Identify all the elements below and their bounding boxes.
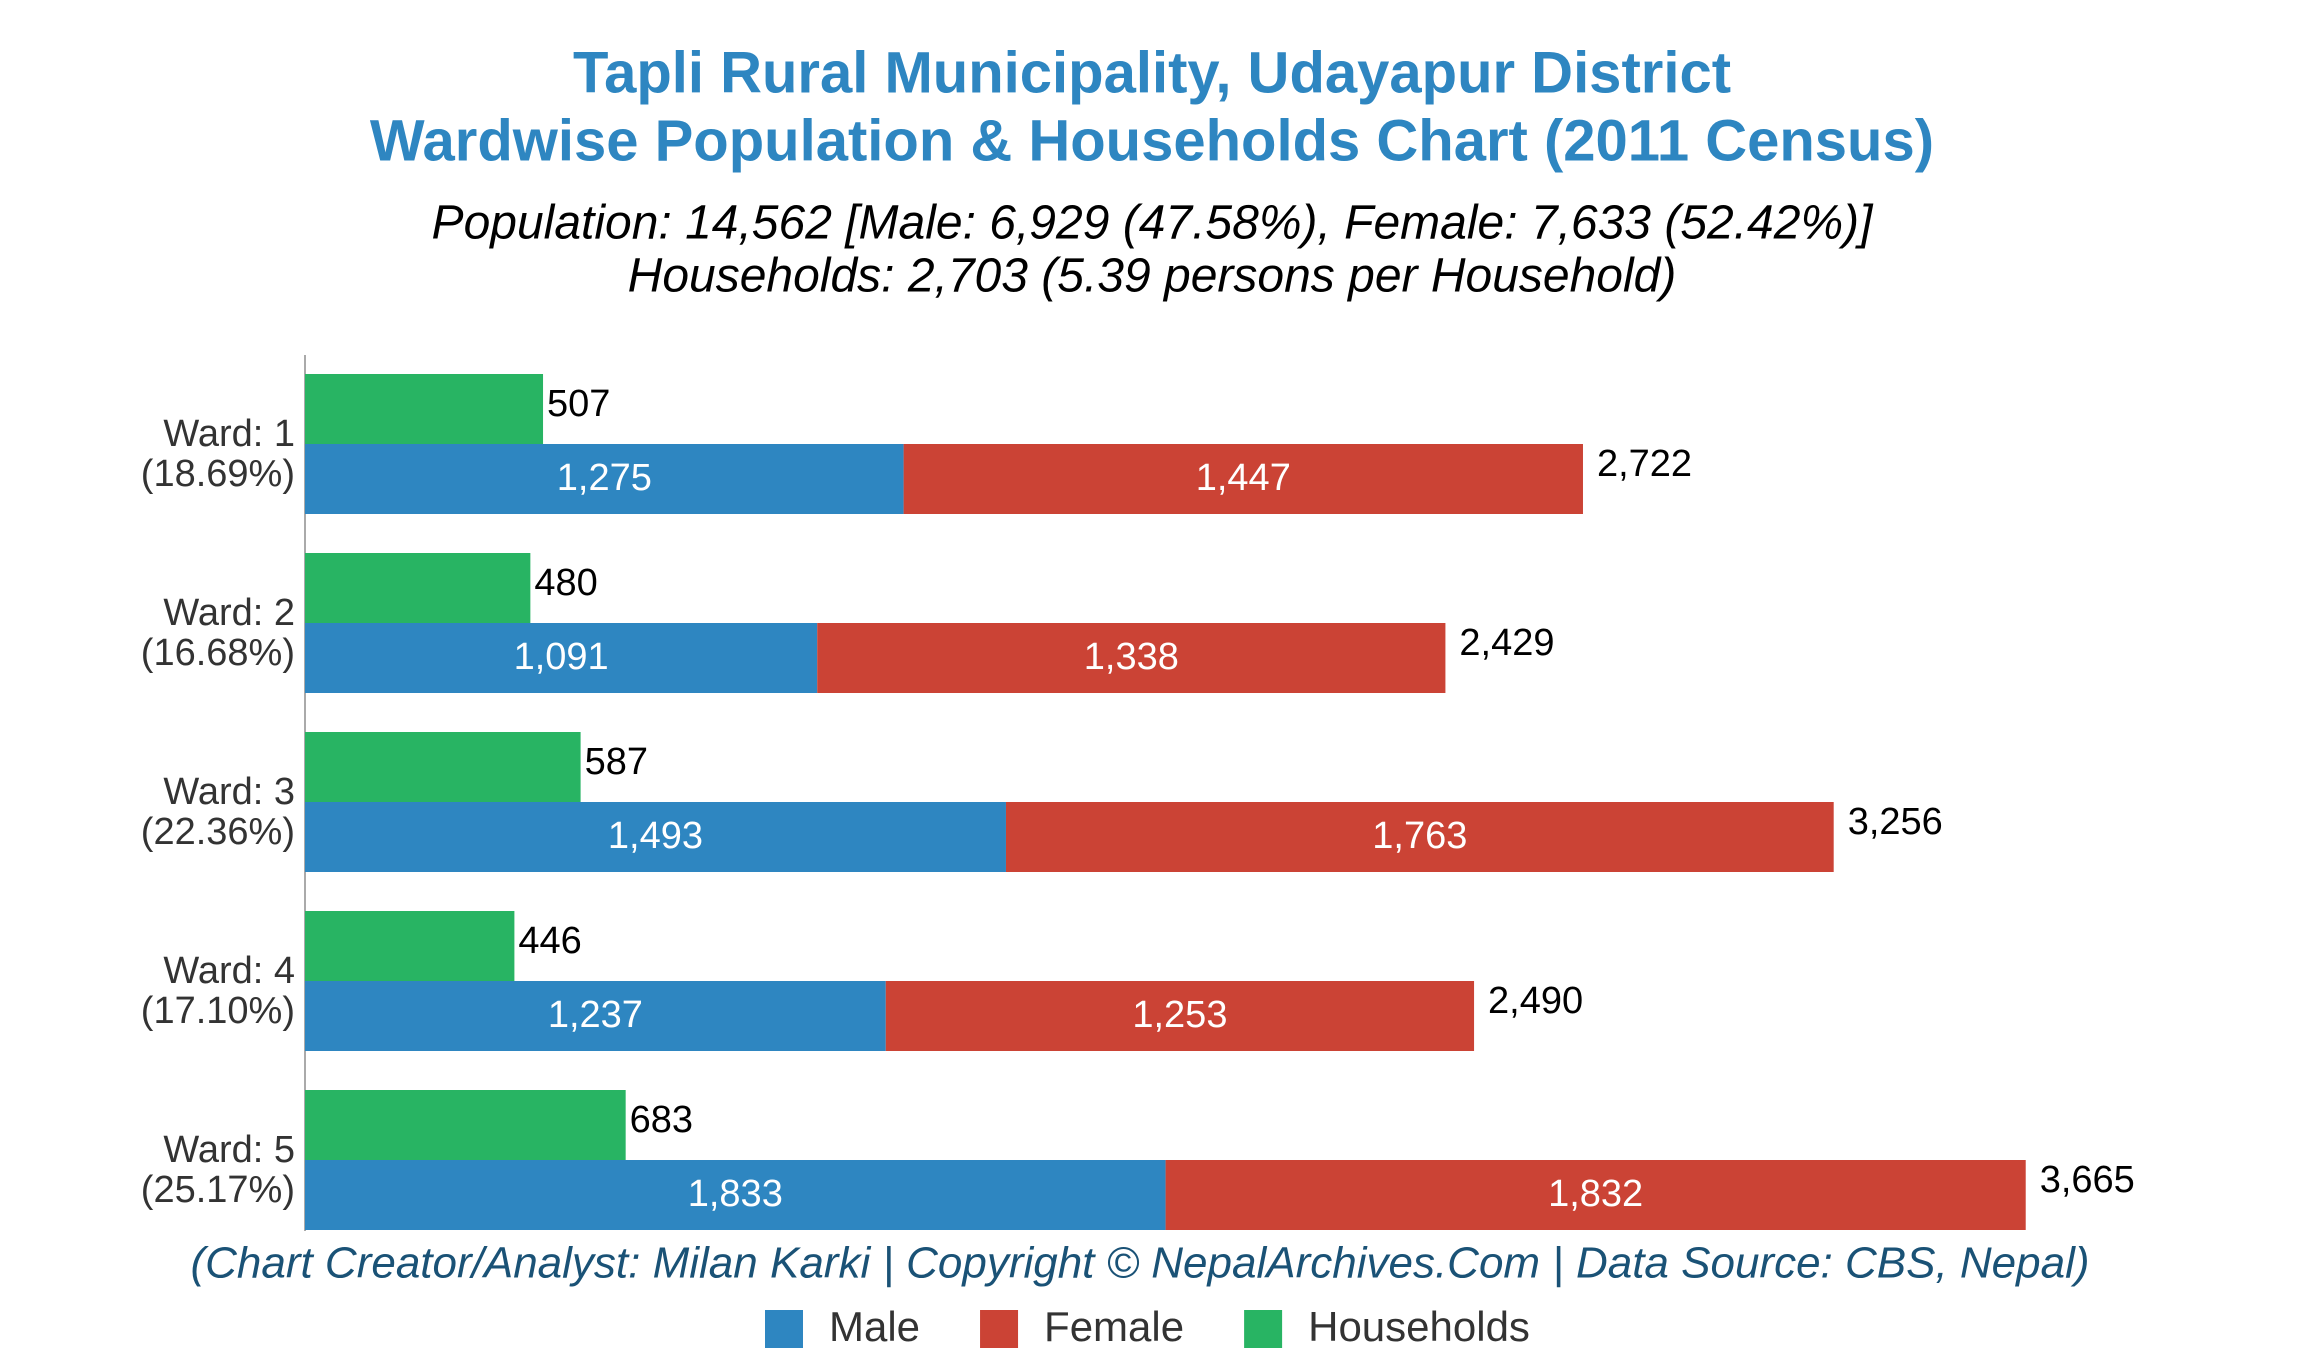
- bar: [305, 981, 886, 1051]
- legend-swatch: [1244, 1310, 1283, 1348]
- data-label: 1,253: [1132, 994, 1227, 1036]
- bar: [305, 444, 904, 514]
- y-tick-label: Ward: 4: [163, 950, 295, 992]
- bar: [903, 444, 1583, 514]
- total-label: 2,429: [1459, 622, 1554, 664]
- bar: [305, 732, 581, 802]
- y-tick-label: Ward: 2: [163, 592, 295, 634]
- y-tick-label: Ward: 3: [163, 771, 295, 813]
- chart-title: Tapli Rural Municipality, Udayapur Distr…: [573, 40, 1731, 105]
- legend-swatch: [980, 1310, 1019, 1348]
- bar: [305, 1090, 626, 1160]
- bar: [1005, 802, 1834, 872]
- bar: [305, 1160, 1166, 1230]
- y-tick-label: Ward: 5: [163, 1129, 295, 1171]
- y-tick-label: (18.69%): [141, 453, 295, 495]
- data-label: 1,091: [514, 636, 609, 678]
- data-label: 1,237: [548, 994, 643, 1036]
- y-tick-label: (25.17%): [141, 1169, 295, 1211]
- data-label: 1,833: [688, 1173, 783, 1215]
- bar: [1165, 1160, 2026, 1230]
- legend-label: Households: [1308, 1303, 1530, 1350]
- y-tick-label: (16.68%): [141, 632, 295, 674]
- y-tick-label: Ward: 1: [163, 413, 295, 455]
- bar: [305, 374, 544, 444]
- data-label: 1,275: [557, 457, 652, 499]
- data-label: 1,763: [1372, 815, 1467, 857]
- bar: [305, 553, 531, 623]
- data-label: 507: [547, 383, 610, 425]
- total-label: 3,665: [2040, 1159, 2135, 1201]
- data-label: 683: [630, 1099, 693, 1141]
- total-label: 2,490: [1488, 980, 1583, 1022]
- bar: [305, 911, 515, 981]
- bar: [305, 623, 818, 693]
- subtitle: Households: 2,703 (5.39 persons per Hous…: [628, 250, 1677, 303]
- data-label: 587: [585, 741, 648, 783]
- bar: [885, 981, 1475, 1051]
- y-tick-label: (17.10%): [141, 990, 295, 1032]
- total-label: 2,722: [1597, 443, 1692, 485]
- data-label: 1,338: [1084, 636, 1179, 678]
- legend-label: Female: [1044, 1303, 1184, 1350]
- data-label: 480: [534, 562, 597, 604]
- bar: [817, 623, 1446, 693]
- legend-label: Male: [829, 1303, 920, 1350]
- bar: [305, 802, 1006, 872]
- total-label: 3,256: [1848, 801, 1943, 843]
- data-label: 1,832: [1548, 1173, 1643, 1215]
- y-tick-label: (22.36%): [141, 811, 295, 853]
- data-label: 1,447: [1196, 457, 1291, 499]
- subtitle: Population: 14,562 [Male: 6,929 (47.58%)…: [432, 197, 1875, 250]
- chart-title: Wardwise Population & Households Chart (…: [370, 108, 1934, 173]
- credit: (Chart Creator/Analyst: Milan Karki | Co…: [190, 1239, 2089, 1288]
- legend-swatch: [765, 1310, 803, 1348]
- data-label: 1,493: [608, 815, 703, 857]
- data-label: 446: [518, 920, 581, 962]
